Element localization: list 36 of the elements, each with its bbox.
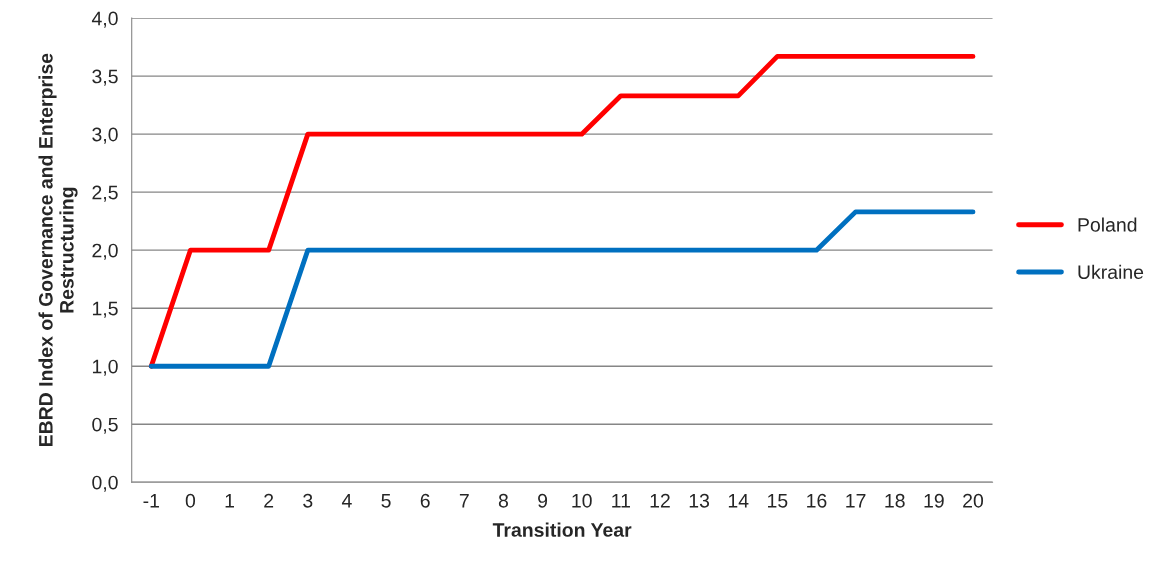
y-tick-label: 1,5 [92,301,118,318]
legend-label: Poland [1078,217,1137,232]
x-tick-label: 4 [341,494,352,508]
x-tick-label: 5 [381,494,391,508]
x-tick-label: 6 [420,493,430,508]
x-tick-label: 8 [498,493,508,508]
x-tick-label: 16 [807,493,827,508]
line-series [148,53,976,369]
x-axis-title: Transition Year [492,522,632,537]
y-tick-label: 3,0 [92,127,118,144]
legend-label: Ukraine [1078,264,1144,280]
x-tick-label: 15 [768,494,788,508]
y-axis-title: EBRD Index of Governance and Enterprise Restructuring [38,53,78,447]
x-tick-label: 17 [846,494,866,508]
y-tick-label: 1,0 [92,359,118,376]
x-tick-label: 14 [728,494,749,508]
x-tick-label: 20 [963,493,984,508]
x-tick-label: 1 [225,494,234,508]
x-tick-label: 19 [924,493,944,508]
y-tick-label: 3,5 [92,69,118,86]
x-tick-label: 18 [885,493,905,508]
x-tick-label: 3 [303,493,313,508]
x-tick-label: 13 [689,493,710,508]
y-tick-label: 4,0 [91,11,118,28]
x-tick-label: -1 [143,494,159,508]
y-tick-label: 0,5 [92,417,118,434]
x-tick-label: 7 [459,494,469,508]
y-tick-label: 2,0 [92,243,118,260]
x-tick-label: 12 [650,493,670,508]
x-tick-label: 10 [572,493,592,508]
y-tick-label: 2,5 [92,185,118,202]
x-tick-label: 2 [264,493,274,508]
x-tick-label: 11 [612,494,630,508]
x-tick-label: 0 [185,493,196,508]
y-tick-label: 0,0 [92,475,118,492]
x-tick-label: 9 [538,493,548,508]
